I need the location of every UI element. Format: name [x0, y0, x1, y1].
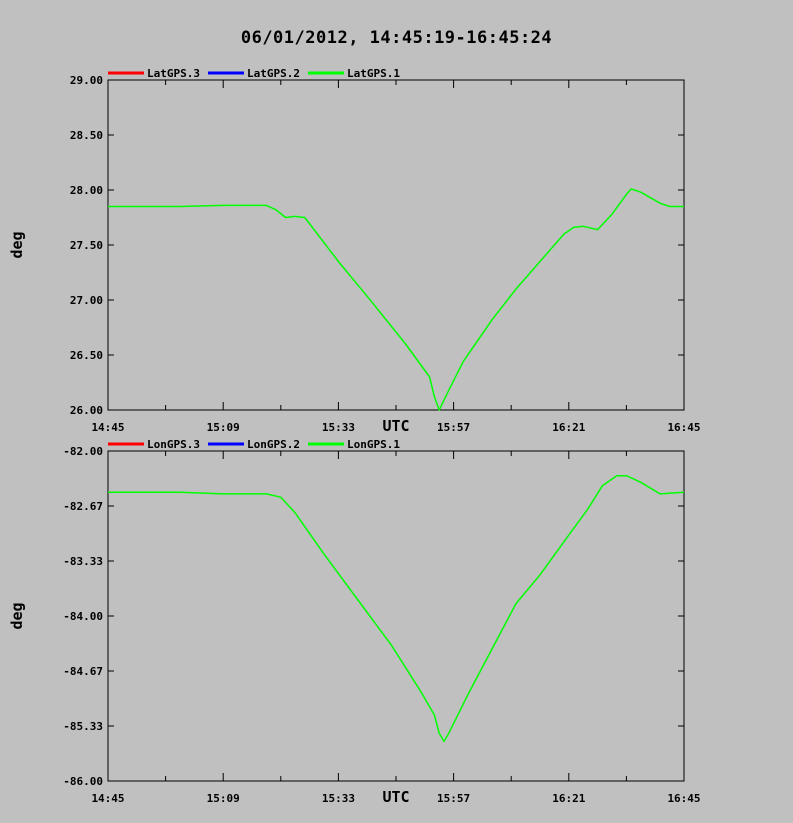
lon-ytick-label: -84.67 [63, 665, 103, 678]
lat-ytick-label: 26.50 [70, 349, 103, 362]
lat-ytick-label: 27.00 [70, 294, 103, 307]
lat-xtick-label: 16:21 [552, 421, 585, 434]
lon-ytick-label: -86.00 [63, 775, 103, 788]
lat-ytick-label: 26.00 [70, 404, 103, 417]
lon-legend-label: LonGPS.1 [347, 438, 400, 451]
lon-series-line [108, 474, 685, 743]
lon-ytick-label: -84.00 [63, 610, 103, 623]
lon-plot-frame [107, 450, 685, 782]
lat-xtick-label: 15:09 [207, 421, 240, 434]
lat-xtick-label: 15:33 [322, 421, 355, 434]
lon-yaxis-label: deg [8, 602, 26, 629]
lat-legend-label: LatGPS.3 [147, 67, 200, 80]
lat-series-line [108, 188, 684, 411]
lat-ytick-label: 29.00 [70, 74, 103, 87]
lon-xtick-label: 15:33 [322, 792, 355, 805]
lon-xtick-label: 15:57 [437, 792, 470, 805]
lat-ytick-label: 28.50 [70, 129, 103, 142]
lat-ytick-label: 28.00 [70, 184, 103, 197]
page-title: 06/01/2012, 14:45:19-16:45:24 [240, 28, 553, 48]
lat-legend-label: LatGPS.1 [347, 67, 400, 80]
lon-xtick-label: 16:45 [667, 792, 700, 805]
lon-xtick-label: 16:21 [552, 792, 585, 805]
lon-ytick-label: -83.33 [63, 555, 103, 568]
lat-yaxis-label: deg [8, 231, 26, 258]
lat-xaxis-label: UTC [382, 417, 409, 435]
lon-xaxis-label: UTC [382, 788, 409, 806]
lat-legend-label: LatGPS.2 [247, 67, 300, 80]
lat-plot-frame [107, 79, 685, 411]
lon-xtick-label: 15:09 [207, 792, 240, 805]
lon-ytick-label: -85.33 [63, 720, 103, 733]
lon-chart-panel: -82.00 -82.67 -83.33 -84.00 -84.67 -85.33 -86.… [8, 438, 701, 806]
lat-ytick-label: 27.50 [70, 239, 103, 252]
lon-ytick-label: -82.00 [63, 445, 103, 458]
lat-xtick-label: 15:57 [437, 421, 470, 434]
lon-ytick-label: -82.67 [63, 500, 103, 513]
lat-xtick-label: 16:45 [667, 421, 700, 434]
lon-legend-label: LonGPS.2 [247, 438, 300, 451]
lat-chart-panel: 29.00 28.50 28.00 27.50 27.00 26.50 26.00 14:45… [8, 67, 701, 435]
lon-xtick-label: 14:45 [91, 792, 124, 805]
lat-xtick-label: 14:45 [91, 421, 124, 434]
lon-legend-label: LonGPS.3 [147, 438, 200, 451]
